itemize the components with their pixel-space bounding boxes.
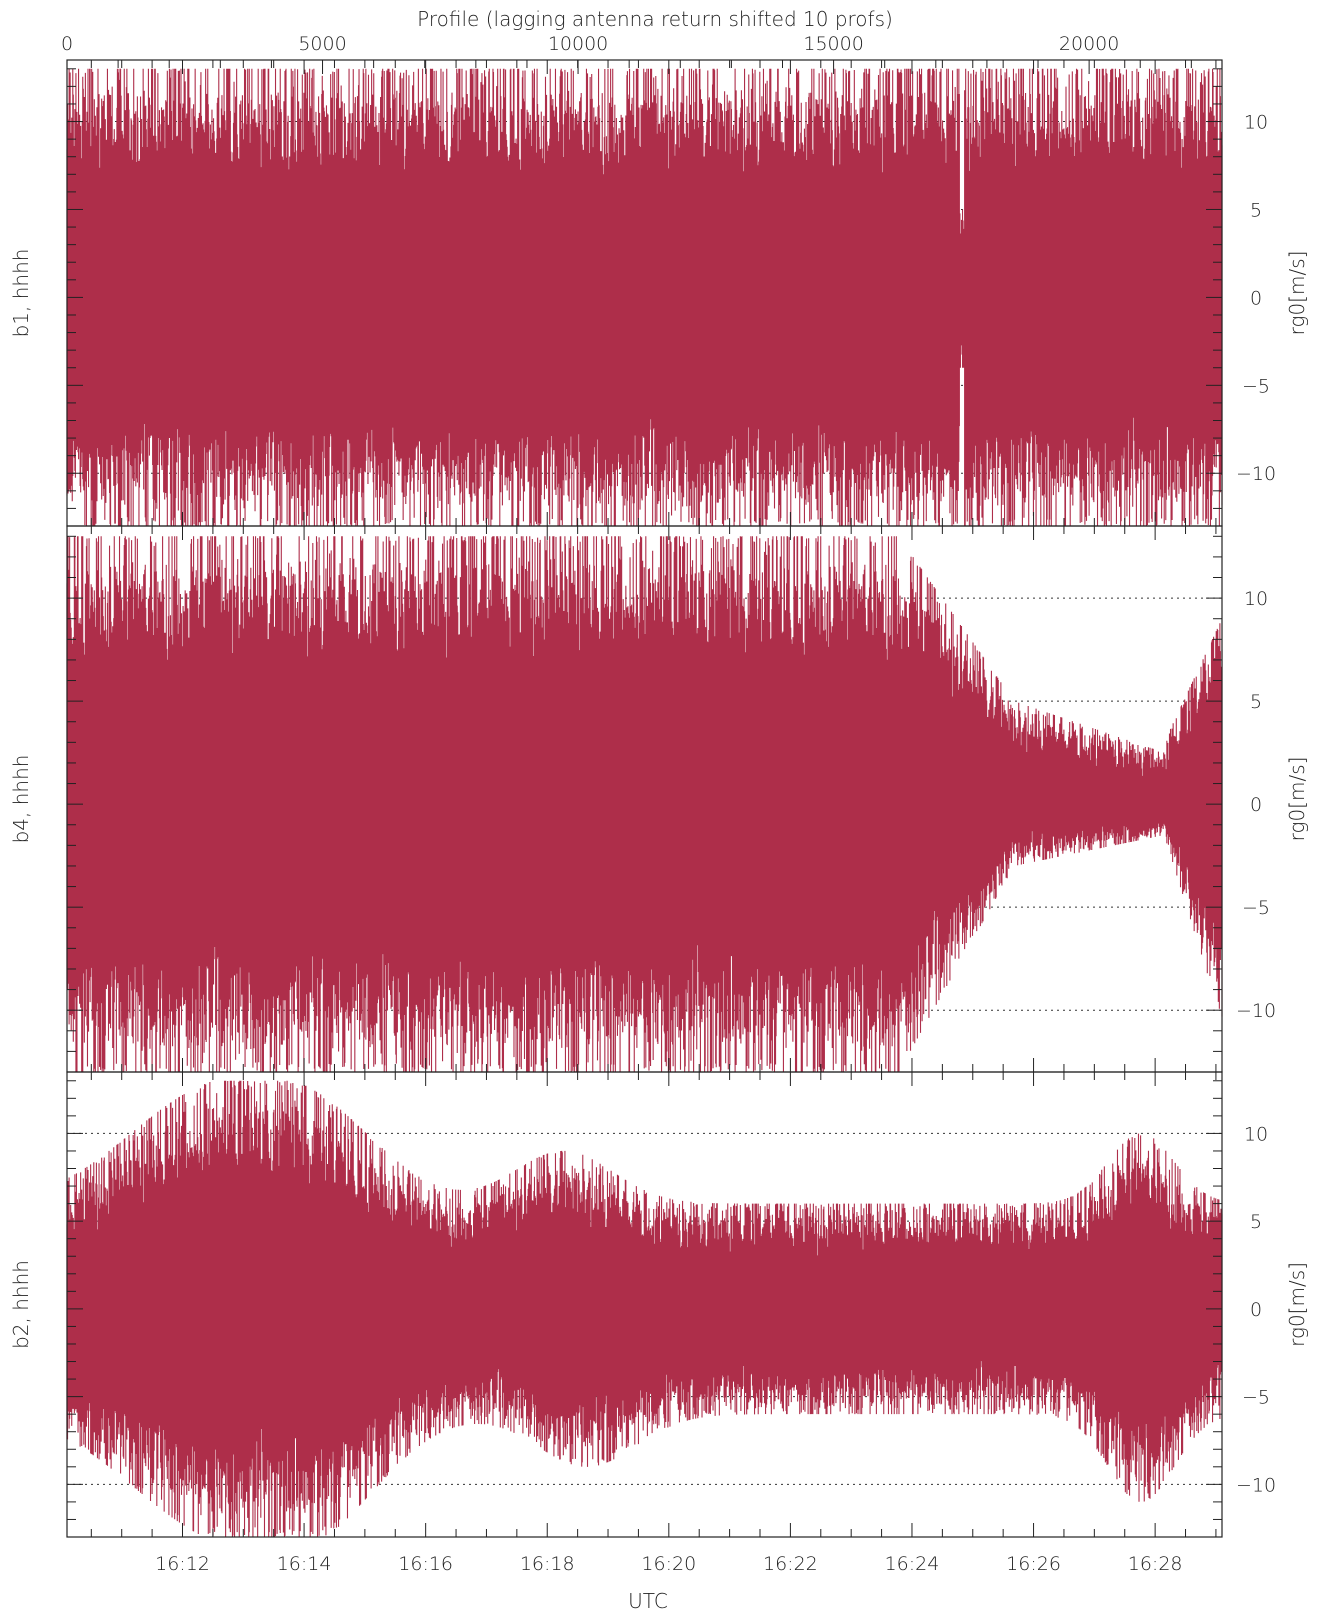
y-tick-label-b1-2: 0 bbox=[1250, 287, 1262, 309]
panel-frame-b2 bbox=[66, 1071, 1223, 1538]
y-tick-label-b2-2: 0 bbox=[1250, 1299, 1262, 1321]
x-tick-label-4: 16:20 bbox=[641, 1553, 696, 1575]
profile-tick-label-0: 0 bbox=[61, 33, 73, 55]
y-tick-label-b1-1: 5 bbox=[1250, 199, 1262, 221]
profile-tick-label-3: 15000 bbox=[803, 33, 863, 55]
x-axis-title: UTC bbox=[628, 1589, 668, 1613]
data-series-b2 bbox=[66, 1080, 1223, 1537]
profile-tick-label-2: 10000 bbox=[548, 33, 608, 55]
right-label-b1: rg0[m/s] bbox=[1285, 251, 1309, 336]
y-tick-label-b4-3: −5 bbox=[1242, 897, 1270, 919]
y-tick-label-b4-0: 10 bbox=[1244, 588, 1268, 610]
right-label-b4: rg0[m/s] bbox=[1285, 757, 1309, 842]
y-tick-label-b4-4: −10 bbox=[1236, 1000, 1276, 1022]
x-tick-label-3: 16:18 bbox=[520, 1553, 575, 1575]
x-tick-label-8: 16:28 bbox=[1128, 1553, 1183, 1575]
profile-tick-label-4: 20000 bbox=[1059, 33, 1119, 55]
panels-group: 10 5 0 −5 −10 b1, hhhh rg0[m/s] 10 5 0 −5 −10 b4, hh… bbox=[9, 33, 1309, 1575]
left-label-b1: b1, hhhh bbox=[9, 249, 33, 338]
profile-tick-label-1: 5000 bbox=[298, 33, 346, 55]
x-tick-label-6: 16:24 bbox=[885, 1553, 940, 1575]
x-tick-label-2: 16:16 bbox=[398, 1553, 453, 1575]
y-tick-label-b2-0: 10 bbox=[1244, 1123, 1268, 1145]
top-axis-title: Profile (lagging antenna return shifted … bbox=[417, 7, 893, 31]
right-label-b2: rg0[m/s] bbox=[1285, 1262, 1309, 1347]
y-tick-label-b2-4: −10 bbox=[1236, 1474, 1276, 1496]
y-tick-label-b1-3: −5 bbox=[1242, 375, 1270, 397]
y-tick-label-b4-2: 0 bbox=[1250, 794, 1262, 816]
data-series-b1 bbox=[66, 68, 1223, 526]
x-tick-label-5: 16:22 bbox=[763, 1553, 818, 1575]
y-tick-label-b2-3: −5 bbox=[1242, 1387, 1270, 1409]
y-tick-label-b4-1: 5 bbox=[1250, 691, 1262, 713]
x-tick-label-7: 16:26 bbox=[1006, 1553, 1061, 1575]
x-tick-label-0: 16:12 bbox=[155, 1553, 210, 1575]
y-tick-label-b2-1: 5 bbox=[1250, 1211, 1262, 1233]
data-series-b4 bbox=[66, 536, 1223, 1072]
left-label-b2: b2, hhhh bbox=[9, 1260, 33, 1349]
y-tick-label-b1-0: 10 bbox=[1244, 112, 1268, 134]
y-tick-label-b1-4: −10 bbox=[1236, 463, 1276, 485]
left-label-b4: b4, hhhh bbox=[9, 755, 33, 844]
x-tick-label-1: 16:14 bbox=[277, 1553, 332, 1575]
